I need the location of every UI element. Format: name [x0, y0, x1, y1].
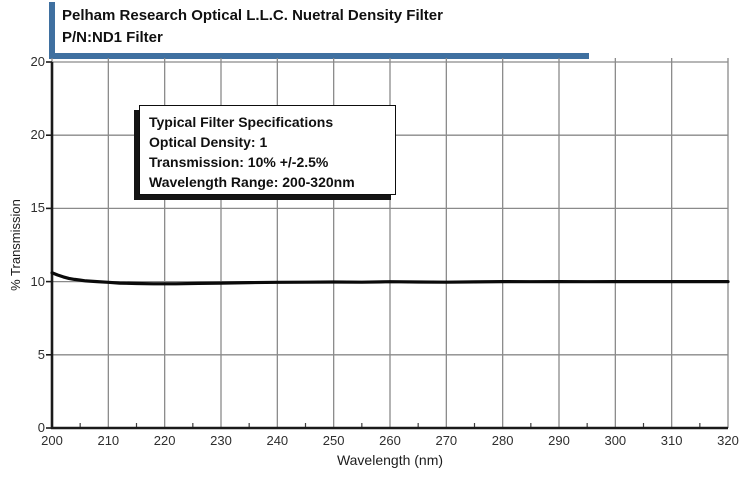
x-tick-label: 270 [435, 433, 458, 448]
x-tick-label: 230 [210, 433, 232, 448]
spec-line-wavelength-range: Wavelength Range: 200-320nm [149, 174, 355, 190]
x-tick-label: 260 [379, 433, 401, 448]
x-tick-label: 290 [548, 433, 570, 448]
x-tick-label: 280 [491, 433, 514, 448]
spec-line-title: Typical Filter Specifications [149, 114, 334, 130]
y-tick-label: 20 [30, 54, 45, 69]
x-tick-label: 220 [153, 433, 176, 448]
x-tick-label: 250 [322, 433, 345, 448]
y-tick-label: 10 [30, 273, 45, 289]
spec-line-optical-density: Optical Density: 1 [149, 134, 268, 150]
chart-title-line2: P/N:ND1 Filter [62, 29, 163, 46]
y-tick-label: 20 [30, 127, 45, 143]
y-tick-label: 0 [37, 420, 45, 435]
x-axis-title: Wavelength (nm) [336, 452, 444, 468]
x-tick-label: 310 [660, 433, 683, 448]
y-tick-label: 15 [30, 200, 45, 216]
title-block: Pelham Research Optical L.L.C. Nuetral D… [49, 2, 589, 59]
x-tick-label: 200 [41, 433, 63, 448]
chart-title-line1: Pelham Research Optical L.L.C. Nuetral D… [62, 7, 443, 24]
x-tick-label: 320 [717, 433, 739, 448]
y-tick-label: 5 [37, 346, 45, 362]
spec-annotation-box: Typical Filter Specifications Optical De… [139, 105, 396, 195]
spec-line-transmission: Transmission: 10% +/-2.5% [149, 154, 329, 170]
y-axis-title: % Transmission [8, 199, 23, 291]
x-tick-label: 300 [604, 433, 627, 448]
x-tick-label: 210 [97, 433, 120, 448]
x-tick-label: 240 [266, 433, 289, 448]
